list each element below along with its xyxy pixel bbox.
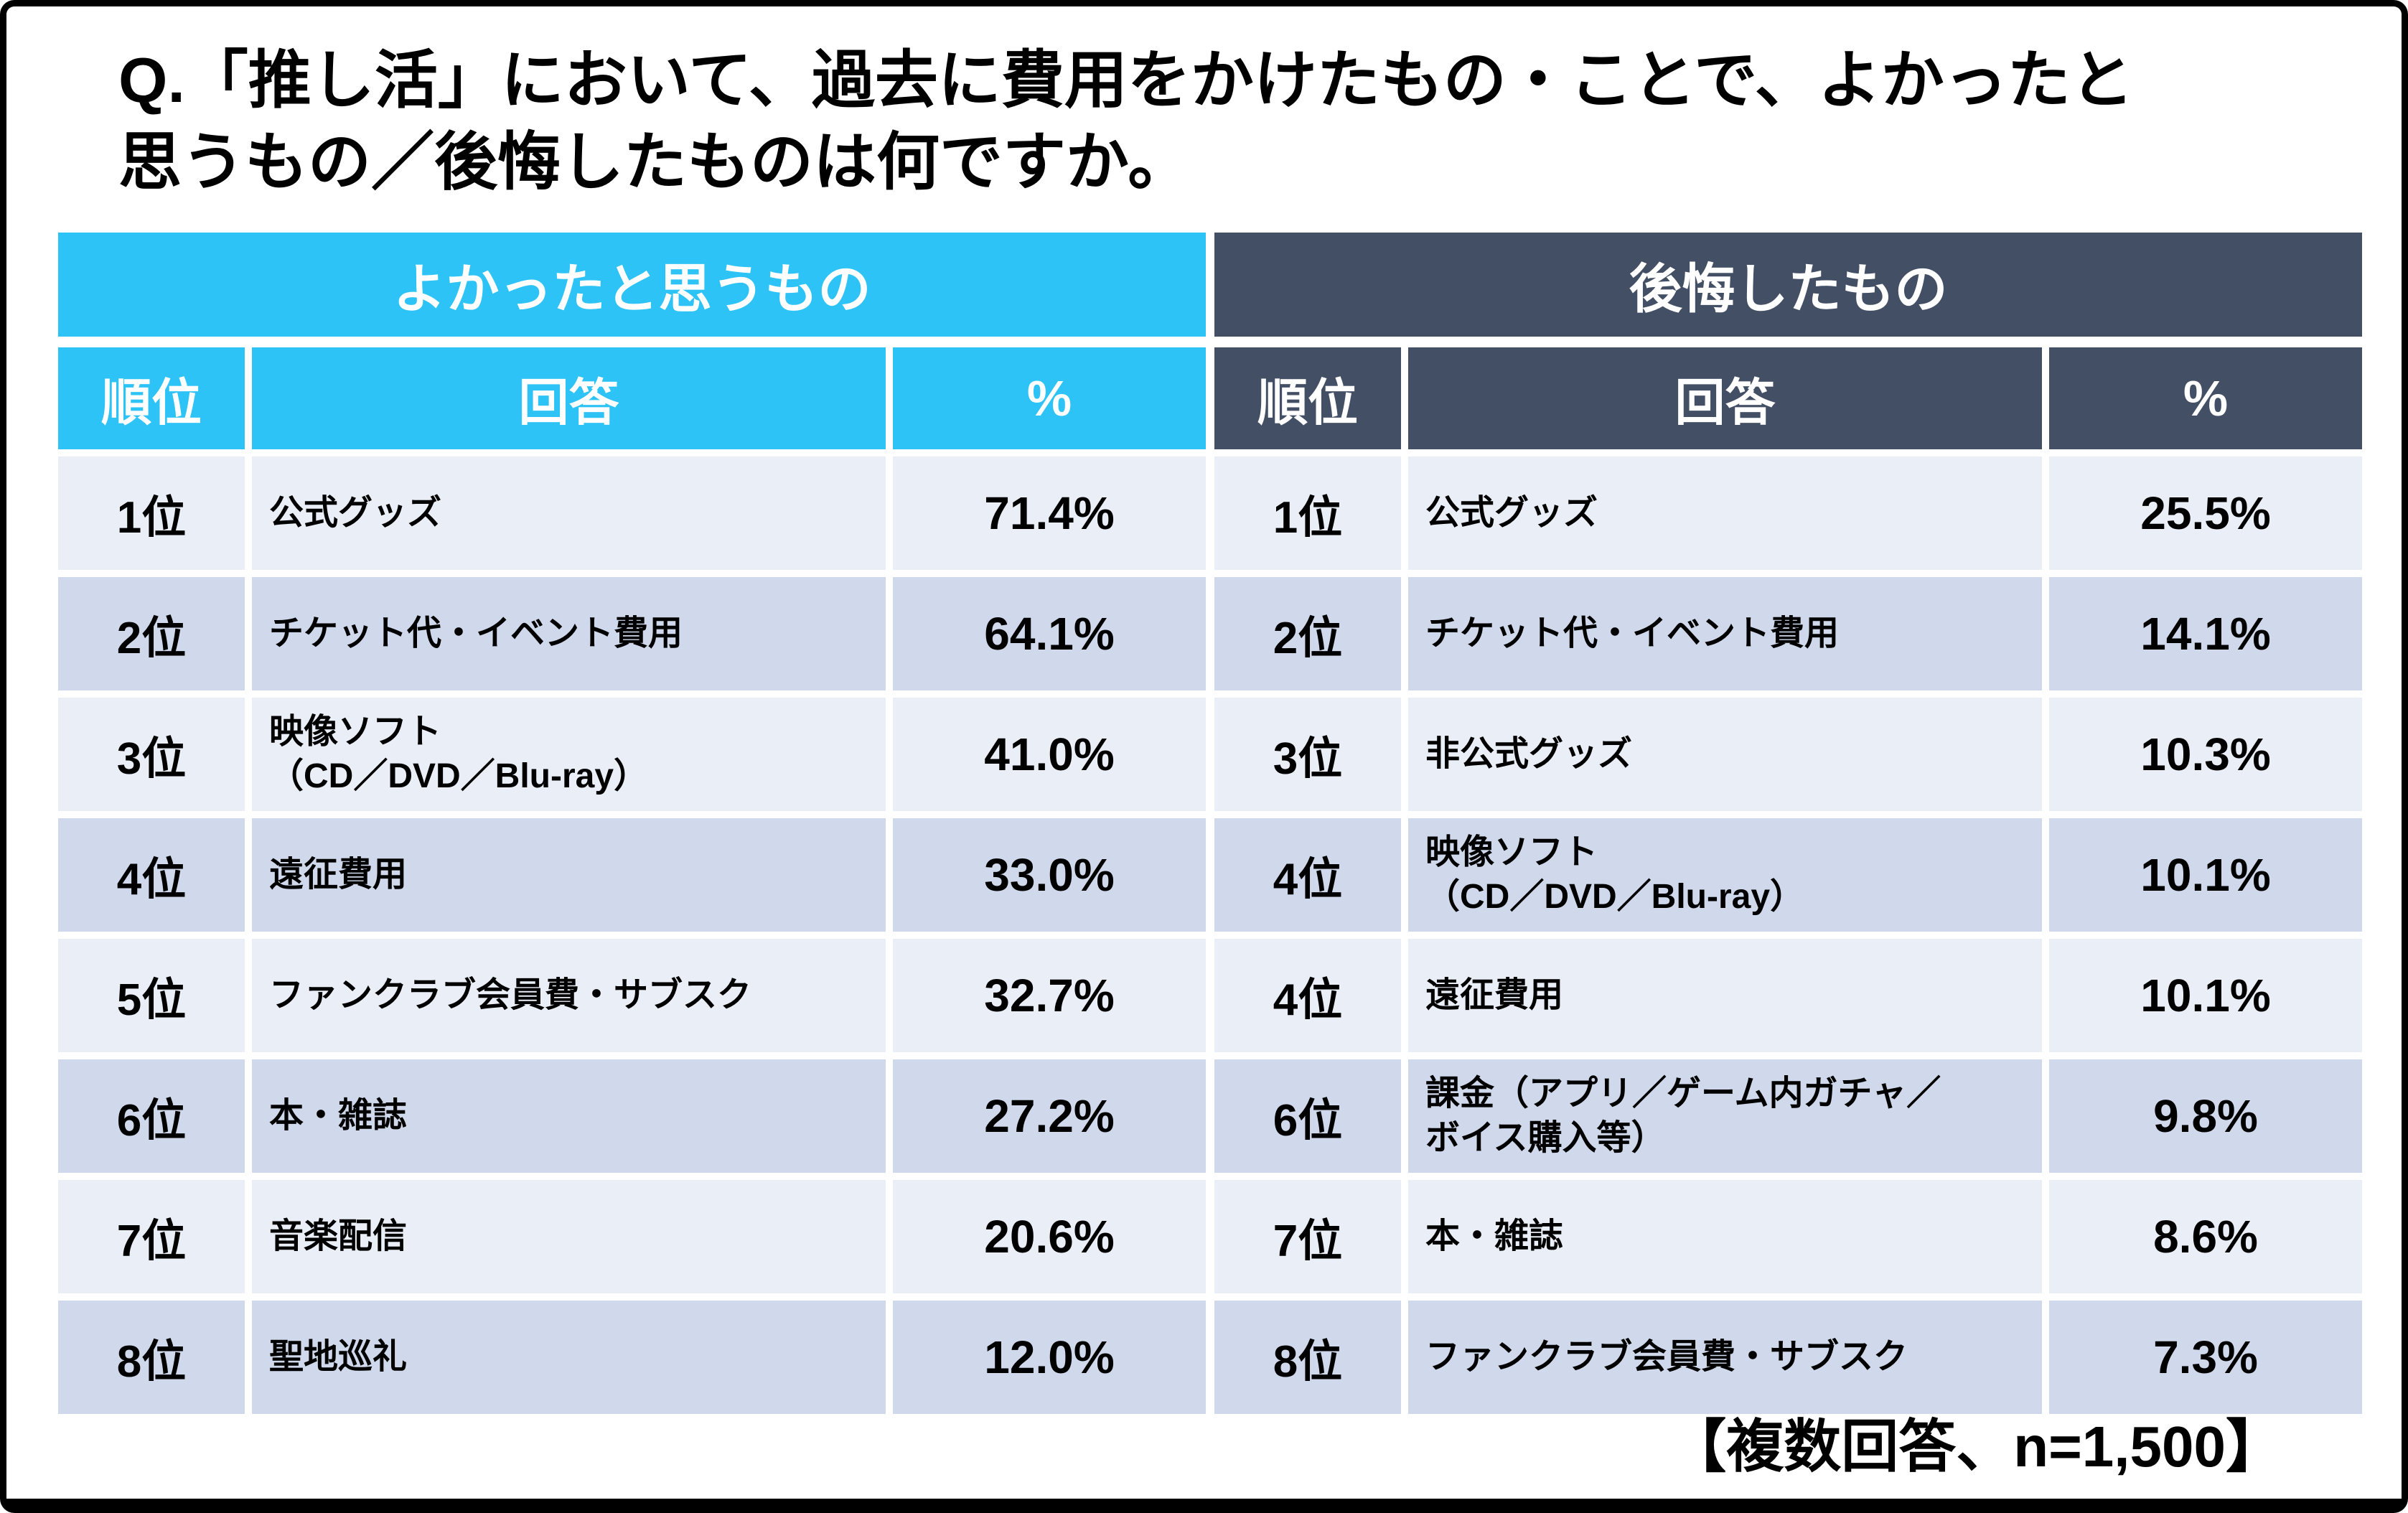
answer-cell: 音楽配信	[252, 1180, 886, 1293]
table-regret-column-headers: 順位 回答 %	[1214, 347, 2362, 449]
percent-cell: 27.2%	[893, 1059, 1206, 1173]
table-row: 2位 チケット代・イベント費用 64.1%	[58, 577, 1206, 690]
percent-cell: 10.1%	[2049, 939, 2362, 1052]
rank-cell: 4位	[1214, 818, 1401, 932]
answer-cell: 遠征費用	[252, 818, 886, 932]
percent-cell: 71.4%	[893, 456, 1206, 570]
column-header-rank: 順位	[58, 347, 245, 449]
table-row: 4位 映像ソフト （CD／DVD／Blu-ray） 10.1%	[1214, 818, 2362, 932]
rank-cell: 6位	[1214, 1059, 1401, 1173]
table-row: 4位 遠征費用 33.0%	[58, 818, 1206, 932]
rank-cell: 2位	[1214, 577, 1401, 690]
answer-cell: 本・雑誌	[252, 1059, 886, 1173]
tables-area: よかったと思うもの 順位 回答 % 1位 公式グッズ 71.4% 2位 チケット…	[58, 233, 2362, 1421]
answer-cell: チケット代・イベント費用	[1408, 577, 2042, 690]
question-title: Q.「推し活」において、過去に費用をかけたもの・ことで、よかったと 思うもの／後…	[118, 44, 2134, 198]
column-header-rank: 順位	[1214, 347, 1401, 449]
percent-cell: 14.1%	[2049, 577, 2362, 690]
table-row: 1位 公式グッズ 71.4%	[58, 456, 1206, 570]
table-good-column-headers: 順位 回答 %	[58, 347, 1206, 449]
table-row: 6位 本・雑誌 27.2%	[58, 1059, 1206, 1173]
percent-cell: 41.0%	[893, 698, 1206, 811]
column-header-answer: 回答	[252, 347, 886, 449]
percent-cell: 33.0%	[893, 818, 1206, 932]
answer-cell: 非公式グッズ	[1408, 698, 2042, 811]
table-row: 3位 非公式グッズ 10.3%	[1214, 698, 2362, 811]
rank-cell: 6位	[58, 1059, 245, 1173]
answer-cell: 公式グッズ	[252, 456, 886, 570]
table-row: 4位 遠征費用 10.1%	[1214, 939, 2362, 1052]
table-regret: 後悔したもの 順位 回答 % 1位 公式グッズ 25.5% 2位 チケット代・イ…	[1214, 233, 2362, 1421]
survey-note: 【複数回答、n=1,500】	[1669, 1415, 2283, 1479]
answer-cell: 映像ソフト （CD／DVD／Blu-ray）	[252, 698, 886, 811]
rank-cell: 1位	[1214, 456, 1401, 570]
table-row: 3位 映像ソフト （CD／DVD／Blu-ray） 41.0%	[58, 698, 1206, 811]
column-header-percent: %	[893, 347, 1206, 449]
table-row: 7位 音楽配信 20.6%	[58, 1180, 1206, 1293]
percent-cell: 9.8%	[2049, 1059, 2362, 1173]
answer-cell: チケット代・イベント費用	[252, 577, 886, 690]
answer-cell: 課金（アプリ／ゲーム内ガチャ／ ボイス購入等）	[1408, 1059, 2042, 1173]
answer-cell: 遠征費用	[1408, 939, 2042, 1052]
table-row: 2位 チケット代・イベント費用 14.1%	[1214, 577, 2362, 690]
answer-cell: 本・雑誌	[1408, 1180, 2042, 1293]
percent-cell: 8.6%	[2049, 1180, 2362, 1293]
column-header-percent: %	[2049, 347, 2362, 449]
percent-cell: 20.6%	[893, 1180, 1206, 1293]
rank-cell: 7位	[1214, 1180, 1401, 1293]
answer-cell: ファンクラブ会員費・サブスク	[252, 939, 886, 1052]
percent-cell: 25.5%	[2049, 456, 2362, 570]
table-row: 6位 課金（アプリ／ゲーム内ガチャ／ ボイス購入等） 9.8%	[1214, 1059, 2362, 1173]
table-regret-title: 後悔したもの	[1214, 233, 2362, 337]
percent-cell: 64.1%	[893, 577, 1206, 690]
answer-cell: 公式グッズ	[1408, 456, 2042, 570]
rank-cell: 1位	[58, 456, 245, 570]
percent-cell: 12.0%	[893, 1301, 1206, 1414]
table-good: よかったと思うもの 順位 回答 % 1位 公式グッズ 71.4% 2位 チケット…	[58, 233, 1206, 1421]
rank-cell: 4位	[1214, 939, 1401, 1052]
table-row: 5位 ファンクラブ会員費・サブスク 32.7%	[58, 939, 1206, 1052]
rank-cell: 5位	[58, 939, 245, 1052]
rank-cell: 7位	[58, 1180, 245, 1293]
rank-cell: 3位	[1214, 698, 1401, 811]
percent-cell: 10.3%	[2049, 698, 2362, 811]
percent-cell: 10.1%	[2049, 818, 2362, 932]
table-row: 8位 聖地巡礼 12.0%	[58, 1301, 1206, 1414]
answer-cell: 聖地巡礼	[252, 1301, 886, 1414]
rank-cell: 8位	[1214, 1301, 1401, 1414]
answer-cell: ファンクラブ会員費・サブスク	[1408, 1301, 2042, 1414]
table-row: 7位 本・雑誌 8.6%	[1214, 1180, 2362, 1293]
rank-cell: 3位	[58, 698, 245, 811]
table-row: 8位 ファンクラブ会員費・サブスク 7.3%	[1214, 1301, 2362, 1414]
percent-cell: 32.7%	[893, 939, 1206, 1052]
table-row: 1位 公式グッズ 25.5%	[1214, 456, 2362, 570]
rank-cell: 4位	[58, 818, 245, 932]
percent-cell: 7.3%	[2049, 1301, 2362, 1414]
rank-cell: 2位	[58, 577, 245, 690]
column-header-answer: 回答	[1408, 347, 2042, 449]
rank-cell: 8位	[58, 1301, 245, 1414]
table-good-title: よかったと思うもの	[58, 233, 1206, 337]
answer-cell: 映像ソフト （CD／DVD／Blu-ray）	[1408, 818, 2042, 932]
